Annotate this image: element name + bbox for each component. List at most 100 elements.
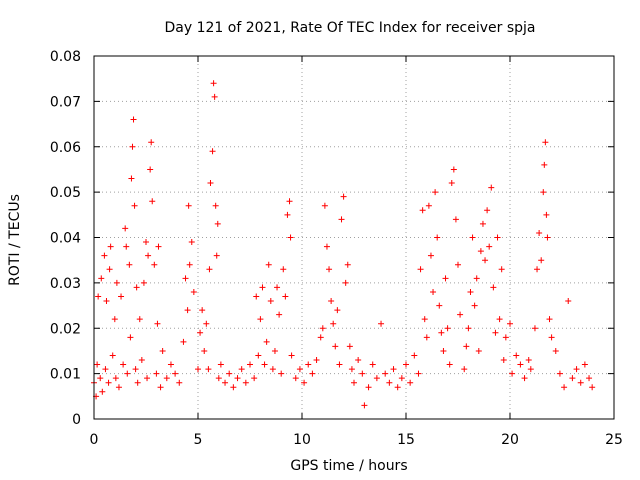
- data-point: [211, 93, 218, 100]
- data-point: [498, 266, 505, 273]
- data-point: [463, 343, 470, 350]
- data-point: [475, 347, 482, 354]
- y-tick-label: 0.01: [50, 367, 81, 383]
- y-tick-label: 0.03: [50, 276, 81, 292]
- data-point: [455, 261, 461, 268]
- data-point: [534, 266, 541, 273]
- data-point: [326, 266, 333, 273]
- data-point: [430, 288, 437, 295]
- data-point: [199, 307, 206, 314]
- data-point: [589, 384, 596, 391]
- data-point: [541, 161, 548, 168]
- data-point: [163, 375, 170, 382]
- data-point: [261, 361, 268, 368]
- data-point: [527, 366, 534, 373]
- data-point: [234, 375, 241, 382]
- data-point: [130, 116, 137, 123]
- data-point: [486, 243, 493, 250]
- data-point: [496, 316, 503, 323]
- data-point: [440, 347, 447, 354]
- data-point: [330, 320, 337, 327]
- data-point: [328, 298, 335, 305]
- data-point: [292, 375, 299, 382]
- data-point: [159, 347, 166, 354]
- data-point: [145, 252, 152, 259]
- data-point: [111, 316, 118, 323]
- data-point: [207, 180, 214, 187]
- y-tick-label: 0.06: [50, 140, 81, 156]
- data-point: [257, 316, 264, 323]
- data-point: [319, 325, 326, 332]
- data-point: [148, 139, 155, 146]
- chart-title: Day 121 of 2021, Rate Of TEC Index for r…: [164, 20, 535, 36]
- data-point: [531, 325, 538, 332]
- data-point: [190, 288, 197, 295]
- data-point: [105, 379, 112, 386]
- data-point: [124, 370, 131, 377]
- data-point: [253, 293, 260, 300]
- data-point: [267, 298, 274, 305]
- data-point: [213, 252, 220, 259]
- data-point: [274, 284, 281, 291]
- data-point: [132, 366, 139, 373]
- data-point: [390, 366, 397, 373]
- data-point: [359, 370, 366, 377]
- data-point: [109, 352, 116, 359]
- data-point: [346, 343, 353, 350]
- data-point: [482, 257, 489, 264]
- data-point: [517, 361, 524, 368]
- data-point: [113, 279, 120, 286]
- data-point: [280, 266, 287, 273]
- data-point: [149, 198, 156, 205]
- data-point: [434, 234, 441, 241]
- data-point: [450, 166, 457, 173]
- data-point: [336, 361, 343, 368]
- data-point: [351, 379, 357, 386]
- data-point: [271, 347, 278, 354]
- data-point: [238, 366, 245, 373]
- data-point: [538, 257, 545, 264]
- data-point: [477, 248, 484, 255]
- y-axis-label: ROTI / TECUs: [7, 194, 23, 286]
- data-point: [361, 402, 368, 409]
- data-point: [99, 388, 106, 395]
- data-point: [287, 234, 294, 241]
- data-point: [348, 366, 355, 373]
- data-point: [296, 366, 303, 373]
- data-point: [155, 243, 162, 250]
- data-point: [210, 80, 217, 87]
- x-tick-label: 20: [501, 432, 519, 448]
- y-tick-label: 0.04: [50, 231, 81, 247]
- data-point: [565, 298, 572, 305]
- data-point: [222, 379, 229, 386]
- data-point: [355, 357, 362, 364]
- data-point: [386, 379, 393, 386]
- data-point: [144, 375, 151, 382]
- data-point: [552, 347, 559, 354]
- data-point: [509, 370, 516, 377]
- axis-ticks: 0 0.01 0.02 0.03 0.04 0.05 0.06 0.07 0.08 0 5 10 15 2…: [50, 49, 623, 448]
- data-point: [186, 261, 193, 268]
- data-point: [247, 361, 253, 368]
- data-point: [188, 239, 195, 246]
- data-point: [94, 361, 101, 368]
- data-point: [123, 243, 130, 250]
- data-point: [569, 375, 576, 382]
- data-point: [323, 243, 330, 250]
- data-point: [127, 334, 134, 341]
- data-point: [138, 357, 145, 364]
- data-point: [230, 384, 237, 391]
- data-point: [203, 320, 210, 327]
- data-point: [417, 266, 424, 273]
- data-point: [269, 366, 276, 373]
- data-point: [561, 384, 568, 391]
- y-tick-label: 0: [72, 412, 81, 428]
- data-point: [278, 370, 285, 377]
- data-point: [214, 220, 221, 227]
- data-point: [97, 375, 104, 382]
- data-point: [263, 338, 270, 345]
- x-tick-label: 25: [605, 432, 623, 448]
- data-point: [134, 379, 141, 386]
- data-point: [398, 375, 405, 382]
